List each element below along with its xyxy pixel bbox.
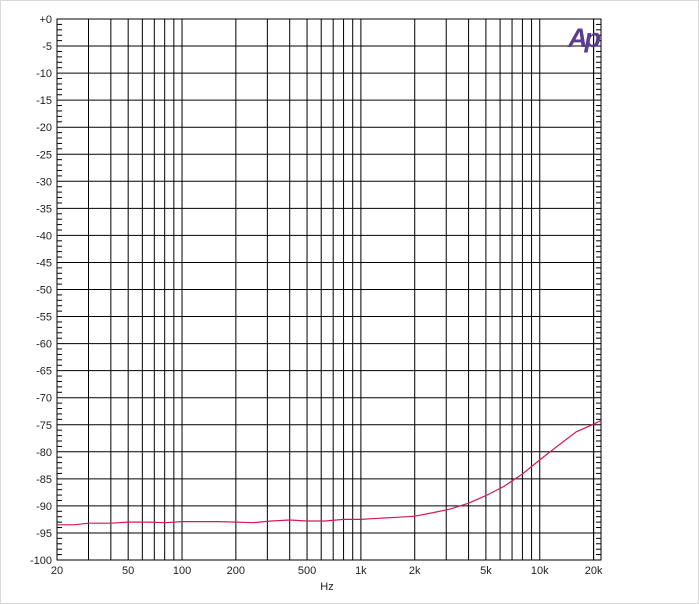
- y-tick-label: -30: [36, 176, 52, 188]
- y-tick-label: -95: [36, 528, 52, 540]
- x-tick-label: 1k: [355, 565, 367, 577]
- x-axis-title: Hz: [320, 581, 333, 593]
- y-tick-label: -60: [36, 339, 52, 351]
- y-tick-label: -50: [36, 285, 52, 297]
- y-tick-label: -35: [36, 203, 52, 215]
- series-line: [57, 419, 602, 526]
- x-tick-label: 50: [122, 565, 134, 577]
- x-tick-label: 200: [227, 565, 245, 577]
- y-tick-label: -5: [42, 41, 52, 53]
- y-tick-label: -10: [36, 68, 52, 80]
- y-tick-label: -100: [30, 555, 52, 567]
- y-tick-labels: +0 -5 -10 -15 -20 -25 -30 -35 -40 -45 -50 -55 -60 -65…: [30, 14, 52, 567]
- x-tick-labels: 20 50 100 200 500 1k 2k 5k 10k 20k: [51, 565, 603, 577]
- y-tick-label: -55: [36, 312, 52, 324]
- y-tick-label: -90: [36, 501, 52, 513]
- x-tick-label: 20: [51, 565, 63, 577]
- y-tick-label: -20: [36, 122, 52, 134]
- minor-ticks: [57, 23, 601, 556]
- x-tick-label: 5k: [480, 565, 492, 577]
- y-tick-label: -40: [36, 230, 52, 242]
- x-tick-label: 20k: [585, 565, 603, 577]
- x-tick-label: 2k: [409, 565, 421, 577]
- x-tick-label: 500: [298, 565, 316, 577]
- y-tick-label: -65: [36, 366, 52, 378]
- ap-logo: Ap: [567, 23, 600, 53]
- y-tick-label: -15: [36, 95, 52, 107]
- y-tick-label: +0: [39, 14, 52, 26]
- plot-border: [56, 18, 602, 561]
- x-tick-label: 100: [173, 565, 191, 577]
- y-tick-label: -75: [36, 420, 52, 432]
- y-tick-label: -70: [36, 393, 52, 405]
- x-tick-label: 10k: [531, 565, 549, 577]
- y-tick-label: -85: [36, 474, 52, 486]
- grid: [57, 19, 601, 560]
- y-tick-label: -80: [36, 447, 52, 459]
- series-layer: [57, 419, 602, 526]
- y-tick-label: -25: [36, 149, 52, 161]
- y-tick-label: -45: [36, 257, 52, 269]
